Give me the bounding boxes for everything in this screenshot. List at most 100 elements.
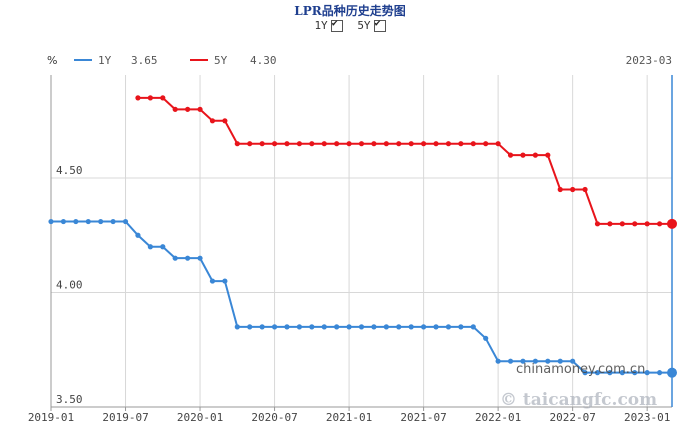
data-point-1y xyxy=(445,324,452,330)
data-point-5y xyxy=(371,141,377,147)
data-point-5y xyxy=(656,221,663,227)
data-point-1y xyxy=(582,370,588,376)
data-point-5y xyxy=(607,221,613,227)
series-layer xyxy=(48,95,677,378)
x-tick-label: 2023-01 xyxy=(624,411,670,424)
data-point-5y xyxy=(470,141,476,147)
data-point-1y xyxy=(172,255,178,261)
x-tick-label: 2021-01 xyxy=(326,411,372,424)
highlight-point-5y xyxy=(667,218,677,229)
data-point-5y xyxy=(532,152,538,158)
data-point-1y xyxy=(520,358,526,364)
data-point-1y xyxy=(122,218,129,225)
y-tick-label: 4.00 xyxy=(56,279,83,292)
checkbox-icon[interactable] xyxy=(330,18,343,32)
data-point-5y xyxy=(346,141,352,147)
data-point-5y xyxy=(483,141,489,147)
data-point-1y xyxy=(247,324,253,330)
data-point-1y xyxy=(433,324,439,330)
data-point-1y xyxy=(98,218,104,225)
data-point-1y xyxy=(371,324,377,330)
x-tick-label: 2019-07 xyxy=(102,411,148,424)
data-point-5y xyxy=(321,141,327,147)
data-point-1y xyxy=(271,324,278,330)
x-tick-label: 2020-01 xyxy=(177,411,223,424)
data-point-5y xyxy=(582,186,588,193)
data-point-5y xyxy=(594,221,601,227)
data-point-5y xyxy=(396,141,402,147)
legend-1y-name: 1Y xyxy=(98,54,112,67)
y-tick-label: 3.50 xyxy=(56,393,83,406)
data-point-1y xyxy=(110,218,116,225)
axes: 4.50 4.00 3.50 2019-01 2019-07 2020-01 2020-07… xyxy=(28,75,673,424)
data-point-5y xyxy=(259,141,265,147)
data-point-1y xyxy=(135,232,141,238)
toggle-5y[interactable]: 5Y xyxy=(357,18,386,32)
data-point-1y xyxy=(222,278,228,284)
cursor-date-label: 2023-03 xyxy=(626,54,672,67)
data-point-1y xyxy=(570,358,576,364)
data-point-5y xyxy=(247,141,253,147)
toggle-5y-label: 5Y xyxy=(357,19,371,32)
data-point-1y xyxy=(545,358,551,364)
legend-5y-value: 4.30 xyxy=(250,54,277,67)
data-point-5y xyxy=(222,118,228,124)
data-point-5y xyxy=(309,141,315,147)
data-point-5y xyxy=(545,152,551,158)
data-point-1y xyxy=(656,370,663,376)
data-point-1y xyxy=(321,324,327,330)
data-point-1y xyxy=(557,358,563,364)
watermark-chinamoney: chinamoney.com.cn xyxy=(516,362,645,377)
data-point-5y xyxy=(458,141,464,147)
data-point-1y xyxy=(383,324,389,330)
data-point-5y xyxy=(421,141,427,147)
data-point-5y xyxy=(271,141,278,147)
data-point-5y xyxy=(160,95,166,101)
data-point-5y xyxy=(557,186,563,193)
data-point-1y xyxy=(147,244,153,250)
x-tick-label: 2019-01 xyxy=(28,411,74,424)
highlight-point-1y xyxy=(667,367,677,378)
data-point-5y xyxy=(520,152,526,158)
data-point-5y xyxy=(445,141,452,147)
data-point-1y xyxy=(197,255,203,261)
data-point-1y xyxy=(73,218,79,225)
toggle-1y-label: 1Y xyxy=(314,19,328,32)
unit-label: % xyxy=(47,54,57,67)
data-point-5y xyxy=(296,141,302,147)
data-point-1y xyxy=(607,370,613,376)
data-point-1y xyxy=(483,335,489,341)
data-point-5y xyxy=(408,141,414,147)
data-point-1y xyxy=(309,324,315,330)
data-point-5y xyxy=(358,141,365,147)
data-point-1y xyxy=(470,324,476,330)
data-point-1y xyxy=(644,370,650,376)
data-point-5y xyxy=(185,106,191,112)
data-point-1y xyxy=(458,324,464,330)
data-point-5y xyxy=(632,221,638,227)
legend-5y-name: 5Y xyxy=(214,54,228,67)
data-point-1y xyxy=(160,244,166,250)
data-point-5y xyxy=(234,141,240,147)
series-line-5y xyxy=(137,96,672,225)
data-point-5y xyxy=(383,141,389,147)
series-toggles: 1Y 5Y xyxy=(0,18,700,32)
data-point-5y xyxy=(172,106,178,112)
data-point-1y xyxy=(185,255,191,261)
toggle-1y[interactable]: 1Y xyxy=(314,18,343,32)
data-point-5y xyxy=(507,152,514,158)
data-point-5y xyxy=(135,95,141,101)
x-tick-label: 2022-01 xyxy=(475,411,521,424)
data-point-1y xyxy=(358,324,365,330)
legend-1y-value: 3.65 xyxy=(131,54,158,67)
data-point-1y xyxy=(296,324,302,330)
data-point-5y xyxy=(209,118,216,124)
data-point-5y xyxy=(197,106,203,112)
y-tick-label: 4.50 xyxy=(56,164,83,177)
checkbox-icon[interactable] xyxy=(373,18,386,32)
data-point-1y xyxy=(408,324,414,330)
series-line-1y xyxy=(51,220,672,374)
data-point-5y xyxy=(284,141,290,147)
data-point-1y xyxy=(532,358,538,364)
